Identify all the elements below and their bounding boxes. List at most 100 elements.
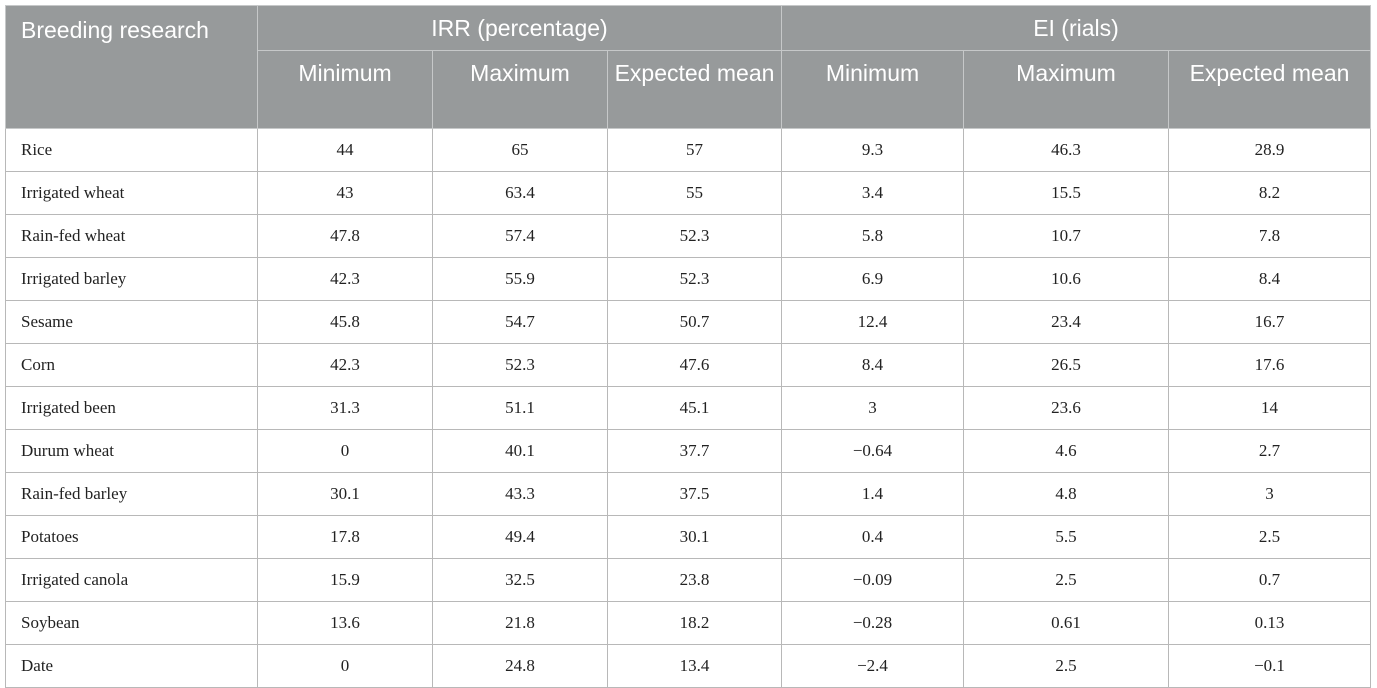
row-label: Irrigated barley	[5, 257, 258, 301]
table-cell: 0.7	[1168, 558, 1371, 602]
table-cell: −2.4	[781, 644, 964, 688]
row-label: Durum wheat	[5, 429, 258, 473]
row-label: Rain-fed wheat	[5, 214, 258, 258]
row-label: Corn	[5, 343, 258, 387]
table-cell: 45.8	[257, 300, 433, 344]
table-cell: 57.4	[432, 214, 608, 258]
table-cell: 30.1	[607, 515, 782, 559]
table-cell: 54.7	[432, 300, 608, 344]
table-cell: 1.4	[781, 472, 964, 516]
table-cell: 2.5	[963, 558, 1169, 602]
table-cell: 6.9	[781, 257, 964, 301]
header-group-irr: IRR (percentage)	[257, 5, 782, 51]
row-label: Soybean	[5, 601, 258, 645]
table-cell: 47.6	[607, 343, 782, 387]
header-sub-row: Minimum Maximum Expected mean Minimum Ma…	[6, 50, 1371, 129]
header-ei-maximum: Maximum	[963, 50, 1169, 129]
table-cell: 2.5	[963, 644, 1169, 688]
header-irr-maximum: Maximum	[432, 50, 608, 129]
header-group-row: Breeding research IRR (percentage) EI (r…	[5, 5, 1371, 129]
table-cell: 18.2	[607, 601, 782, 645]
table-cell: −0.28	[781, 601, 964, 645]
header-group-ei: EI (rials)	[781, 5, 1371, 51]
table-cell: 44	[257, 128, 433, 172]
table-row: Rain-fed wheat 47.8 57.4 52.3 5.8 10.7 7.8	[5, 214, 1371, 258]
header-ei-expected-mean: Expected mean	[1168, 50, 1371, 129]
table-cell: 46.3	[963, 128, 1169, 172]
table-cell: 31.3	[257, 386, 433, 430]
table-cell: 8.4	[1168, 257, 1371, 301]
table-cell: 51.1	[432, 386, 608, 430]
table-cell: 2.7	[1168, 429, 1371, 473]
table-cell: 7.8	[1168, 214, 1371, 258]
data-table: Breeding research IRR (percentage) EI (r…	[5, 5, 1371, 688]
header-irr-expected-mean: Expected mean	[607, 50, 782, 129]
table-row: Irrigated canola 15.9 32.5 23.8 −0.09 2.5 0.7	[5, 558, 1371, 602]
row-label: Date	[5, 644, 258, 688]
table-cell: 3	[781, 386, 964, 430]
table-cell: 14	[1168, 386, 1371, 430]
table-header: Breeding research IRR (percentage) EI (r…	[5, 5, 1371, 129]
table-row: Potatoes 17.8 49.4 30.1 0.4 5.5 2.5	[5, 515, 1371, 559]
table-cell: 0	[257, 429, 433, 473]
table-cell: 3.4	[781, 171, 964, 215]
table-row: Corn 42.3 52.3 47.6 8.4 26.5 17.6	[5, 343, 1371, 387]
table-cell: 12.4	[781, 300, 964, 344]
row-label: Potatoes	[5, 515, 258, 559]
table-cell: 5.5	[963, 515, 1169, 559]
table-row: Irrigated wheat 43 63.4 55 3.4 15.5 8.2	[5, 171, 1371, 215]
table-cell: 23.6	[963, 386, 1169, 430]
table-body: Rice 44 65 57 9.3 46.3 28.9 Irrigated wheat 43 63…	[5, 128, 1371, 688]
table-cell: −0.1	[1168, 644, 1371, 688]
table-cell: 43.3	[432, 472, 608, 516]
table-cell: −0.64	[781, 429, 964, 473]
table-cell: 3	[1168, 472, 1371, 516]
table-cell: 0	[257, 644, 433, 688]
table-cell: 43	[257, 171, 433, 215]
table-cell: 50.7	[607, 300, 782, 344]
row-label: Sesame	[5, 300, 258, 344]
row-label: Irrigated wheat	[5, 171, 258, 215]
table-cell: 49.4	[432, 515, 608, 559]
table-cell: 65	[432, 128, 608, 172]
table-cell: 0.61	[963, 601, 1169, 645]
table-cell: 4.8	[963, 472, 1169, 516]
table-cell: 26.5	[963, 343, 1169, 387]
table-cell: 10.6	[963, 257, 1169, 301]
header-ei-minimum: Minimum	[781, 50, 964, 129]
table-cell: 21.8	[432, 601, 608, 645]
table-cell: 37.5	[607, 472, 782, 516]
table-cell: 47.8	[257, 214, 433, 258]
table-row: Irrigated barley 42.3 55.9 52.3 6.9 10.6 8.4	[5, 257, 1371, 301]
table-cell: 0.13	[1168, 601, 1371, 645]
table-cell: 55.9	[432, 257, 608, 301]
table-cell: 40.1	[432, 429, 608, 473]
header-breeding-research: Breeding research	[5, 5, 258, 129]
row-label: Irrigated been	[5, 386, 258, 430]
table-cell: 13.4	[607, 644, 782, 688]
table-row: Rice 44 65 57 9.3 46.3 28.9	[5, 128, 1371, 172]
row-label: Irrigated canola	[5, 558, 258, 602]
table-cell: 52.3	[607, 257, 782, 301]
table-cell: 8.2	[1168, 171, 1371, 215]
table-cell: 42.3	[257, 257, 433, 301]
table-row: Date 0 24.8 13.4 −2.4 2.5 −0.1	[5, 644, 1371, 688]
table-cell: 57	[607, 128, 782, 172]
table-cell: 32.5	[432, 558, 608, 602]
table-cell: 10.7	[963, 214, 1169, 258]
row-label: Rain-fed barley	[5, 472, 258, 516]
table-cell: 42.3	[257, 343, 433, 387]
table-cell: 55	[607, 171, 782, 215]
table-cell: 17.8	[257, 515, 433, 559]
table-cell: 15.5	[963, 171, 1169, 215]
table-row: Rain-fed barley 30.1 43.3 37.5 1.4 4.8 3	[5, 472, 1371, 516]
table-cell: 52.3	[607, 214, 782, 258]
table-cell: 17.6	[1168, 343, 1371, 387]
table-cell: 63.4	[432, 171, 608, 215]
table-cell: 30.1	[257, 472, 433, 516]
row-label: Rice	[5, 128, 258, 172]
table-cell: 15.9	[257, 558, 433, 602]
table-cell: 0.4	[781, 515, 964, 559]
table-cell: 24.8	[432, 644, 608, 688]
table-row: Sesame 45.8 54.7 50.7 12.4 23.4 16.7	[5, 300, 1371, 344]
